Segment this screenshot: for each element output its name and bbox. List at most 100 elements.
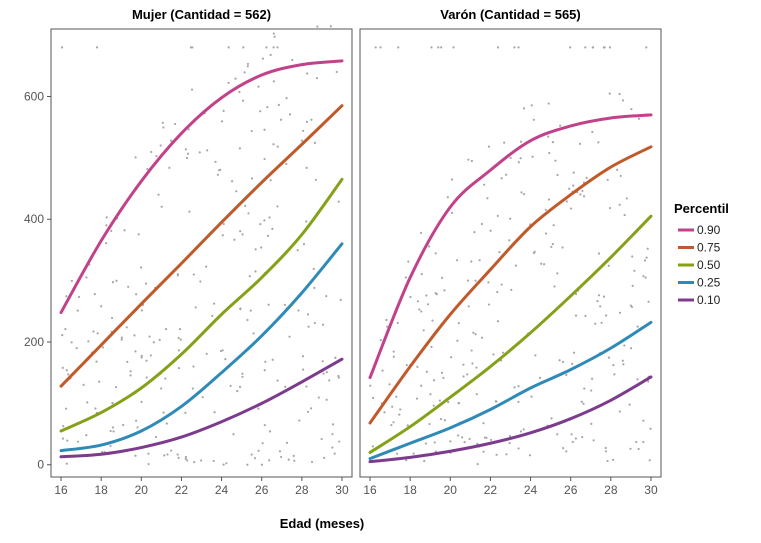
scatter-point: [212, 459, 215, 463]
scatter-point: [476, 442, 479, 445]
scatter-point: [254, 270, 257, 273]
scatter-point: [395, 452, 399, 455]
scatter-point: [337, 374, 340, 378]
legend-label: 0.50: [697, 258, 721, 272]
scatter-point: [160, 387, 163, 390]
scatter-point: [238, 147, 241, 150]
y-tick-label: 400: [24, 212, 44, 226]
scatter-point: [219, 168, 222, 171]
scatter-point: [618, 203, 621, 206]
scatter-point: [440, 46, 443, 49]
scatter-point: [599, 305, 602, 308]
scatter-point: [420, 384, 423, 387]
scatter-point: [457, 434, 460, 437]
scatter-point: [243, 71, 246, 74]
scatter-point: [553, 285, 556, 288]
scatter-point: [495, 400, 498, 403]
scatter-point: [263, 369, 266, 372]
x-tick-label: 30: [644, 483, 658, 497]
scatter-point: [574, 437, 577, 440]
scatter-point: [254, 248, 257, 251]
scatter-point: [572, 171, 575, 174]
scatter-point: [456, 339, 459, 342]
scatter-point: [325, 294, 328, 298]
scatter-point: [500, 177, 503, 180]
scatter-point: [625, 197, 628, 200]
scatter-point: [489, 438, 493, 442]
scatter-point: [85, 276, 88, 279]
scatter-point: [556, 272, 559, 275]
scatter-point: [623, 344, 626, 347]
scatter-point: [252, 332, 255, 335]
scatter-point: [550, 245, 553, 248]
scatter-point: [602, 46, 606, 49]
scatter-point: [306, 313, 310, 316]
scatter-point: [431, 319, 434, 322]
scatter-point: [369, 384, 372, 387]
scatter-point: [508, 239, 511, 242]
scatter-point: [268, 459, 271, 462]
x-tick-label: 18: [403, 483, 417, 497]
scatter-point: [391, 405, 394, 408]
scatter-point: [485, 436, 488, 439]
scatter-point: [248, 275, 251, 278]
scatter-point: [222, 463, 225, 466]
scatter-point: [649, 427, 652, 430]
scatter-point: [443, 289, 446, 292]
scatter-point: [221, 234, 224, 237]
scatter-point: [397, 46, 400, 49]
scatter-point: [184, 457, 187, 460]
scatter-point: [185, 156, 189, 160]
scatter-point: [104, 241, 108, 245]
scatter-point: [264, 360, 267, 363]
scatter-point: [191, 46, 194, 49]
scatter-point: [498, 251, 501, 254]
scatter-point: [199, 280, 202, 283]
scatter-point: [250, 129, 253, 133]
scatter-point: [70, 279, 73, 283]
scatter-point: [267, 303, 270, 306]
scatter-point: [111, 402, 114, 405]
x-tick-label: 28: [604, 483, 618, 497]
scatter-point: [476, 462, 479, 466]
scatter-point: [427, 245, 431, 248]
scatter-point: [500, 283, 503, 286]
scatter-point: [259, 223, 262, 226]
scatter-point: [616, 168, 619, 171]
curve-p010: [368, 375, 653, 464]
scatter-point: [584, 46, 587, 49]
scatter-point: [434, 292, 437, 295]
scatter-point: [606, 459, 609, 463]
scatter-point: [503, 141, 506, 144]
scatter-point: [263, 219, 266, 222]
scatter-point: [480, 336, 484, 339]
scatter-point: [462, 363, 465, 366]
scatter-point: [416, 300, 420, 303]
scatter-point: [581, 435, 584, 439]
scatter-point: [161, 121, 164, 124]
scatter-point: [585, 176, 588, 179]
scatter-point: [305, 120, 309, 124]
scatter-point: [483, 183, 486, 186]
scatter-point: [82, 383, 85, 386]
scatter-point: [230, 180, 234, 183]
x-tick-label: 26: [255, 483, 269, 497]
scatter-point: [604, 450, 608, 453]
scatter-point: [434, 252, 437, 255]
scatter-point: [405, 459, 408, 462]
scatter-point: [517, 400, 520, 403]
scatter-point: [269, 53, 272, 57]
scatter-point: [530, 104, 533, 107]
scatter-point: [510, 288, 513, 291]
scatter-point: [201, 396, 204, 399]
scatter-point: [607, 356, 611, 359]
panel-frame: [359, 28, 662, 478]
scatter-point: [496, 290, 499, 294]
scatter-point: [508, 434, 512, 438]
x-tick-label: 26: [564, 483, 578, 497]
scatter-point: [474, 279, 477, 282]
x-tick-label: 20: [135, 483, 149, 497]
scatter-point: [528, 454, 532, 457]
legend: Percentil 0.90 0.75 0.50 0.25 0.10: [674, 201, 729, 307]
scatter-point: [383, 411, 386, 414]
